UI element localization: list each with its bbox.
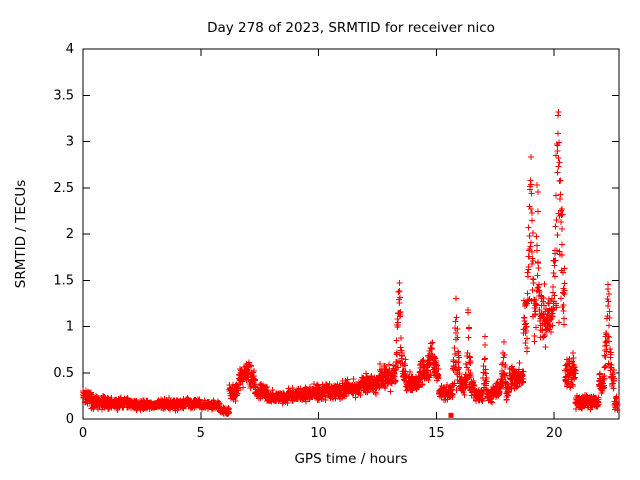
x-tick-label: 0 [79,426,87,441]
y-tick-label: 3.5 [53,88,74,103]
y-tick-label: 2.5 [53,181,74,196]
y-tick-label: 4 [66,42,74,57]
y-tick-label: 2 [66,227,74,242]
outlier-points [448,412,454,418]
chart-title: Day 278 of 2023, SRMTID for receiver nic… [207,20,495,36]
data-points [80,109,621,417]
plot-border [82,48,620,420]
x-tick-label: 10 [310,426,327,441]
x-axis-label: GPS time / hours [294,451,408,467]
y-tick-label: 0.5 [53,366,74,381]
y-tick-label: 1 [66,320,74,335]
y-tick-label: 3 [66,135,74,150]
y-tick-label: 0 [66,412,74,427]
x-tick-label: 15 [428,426,445,441]
y-axis-ticks [83,48,619,420]
y-tick-label: 1.5 [53,273,74,288]
x-tick-label: 5 [197,426,205,441]
x-tick-label: 20 [546,426,563,441]
x-axis-ticks [82,49,555,419]
